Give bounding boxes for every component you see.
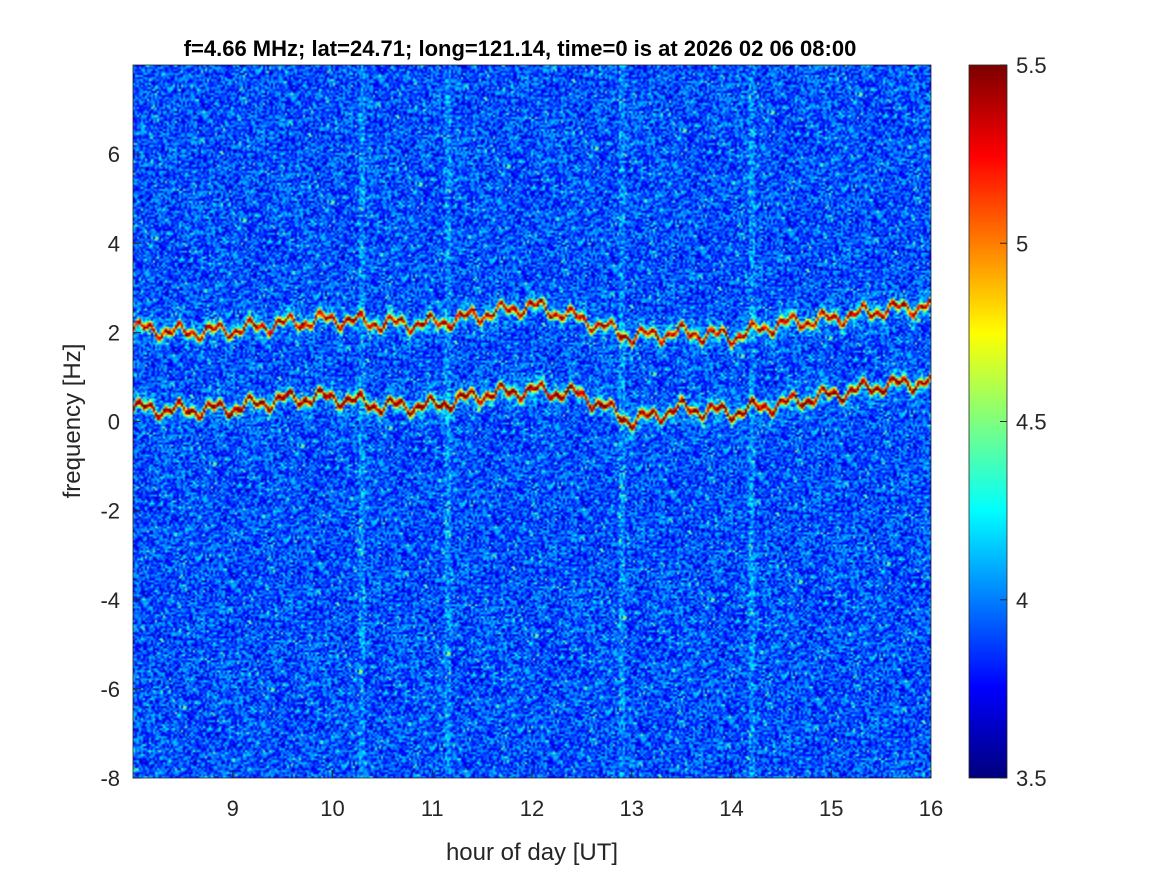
plot-frame	[132, 64, 932, 779]
spectrogram-heatmap	[133, 65, 931, 778]
x-axis-label: hour of day [UT]	[446, 839, 618, 866]
y-tick-label: -8	[100, 766, 120, 791]
colorbar-tick-label: 4	[1016, 588, 1028, 613]
x-tick-label: 16	[919, 796, 943, 821]
x-tick-label: 14	[719, 796, 743, 821]
colorbar-tick-label: 5	[1016, 231, 1028, 256]
y-tick-label: 6	[108, 142, 120, 167]
colorbar-tick-label: 5.5	[1016, 53, 1047, 78]
x-tick-label: 9	[227, 796, 239, 821]
x-tick-label: 10	[320, 796, 344, 821]
y-axis-label: frequency [Hz]	[59, 344, 86, 499]
y-tick-label: 4	[108, 231, 120, 256]
y-tick-label: 0	[108, 410, 120, 435]
y-tick-label: -4	[100, 588, 120, 613]
y-tick-label: 2	[108, 320, 120, 345]
x-tick-label: 11	[421, 796, 444, 821]
y-tick-label: -6	[100, 677, 120, 702]
colorbar-tick-label: 3.5	[1016, 766, 1047, 791]
x-tick-label: 13	[620, 796, 644, 821]
y-tick-label: -2	[100, 499, 120, 524]
x-tick-label: 12	[520, 796, 544, 821]
x-tick-label: 15	[819, 796, 843, 821]
chart-title: f=4.66 MHz; lat=24.71; long=121.14, time…	[184, 36, 857, 61]
colorbar-tick-label: 4.5	[1016, 410, 1047, 435]
